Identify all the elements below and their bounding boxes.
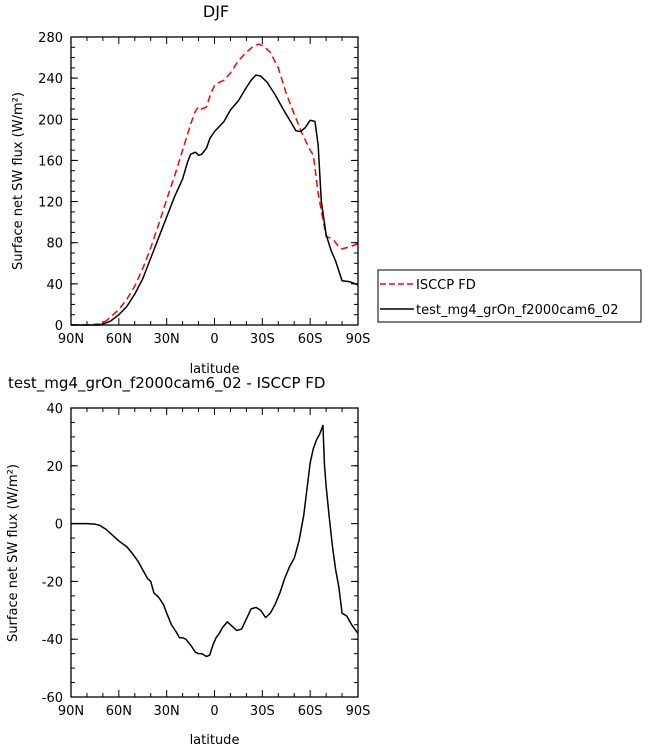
y-tick-label: 20: [46, 460, 63, 475]
series-line-1-0: [71, 424, 359, 658]
y-tick-label: 240: [38, 72, 63, 87]
bottom-plot-frame: [70, 407, 359, 698]
y-tick-label: 40: [46, 402, 63, 417]
y-tick-label: 280: [38, 31, 63, 46]
y-tick-label: 0: [55, 518, 63, 533]
x-tick-label: 60N: [106, 704, 132, 719]
y-tick-label: 120: [38, 196, 63, 211]
legend: ISCCP FD test_mg4_grOn_f2000cam6_02: [377, 269, 642, 323]
legend-label-isccp: ISCCP FD: [416, 278, 476, 293]
y-tick-label: 40: [46, 278, 63, 293]
bottom-chart-title: test_mg4_grOn_f2000cam6_02 - ISCCP FD: [8, 374, 325, 393]
x-tick-label: 0: [210, 704, 218, 719]
x-tick-label: 60S: [298, 704, 323, 719]
bottom-x-axis-label: latitude: [190, 733, 240, 748]
x-tick-label: 90N: [58, 332, 84, 347]
top-y-axis-label: Surface net SW flux (W/m²): [11, 92, 26, 270]
y-tick-label: 80: [46, 237, 63, 252]
x-tick-label: 60N: [106, 332, 132, 347]
x-tick-label: 90S: [346, 332, 371, 347]
top-plot-frame: [70, 36, 359, 326]
y-tick-label: 200: [38, 113, 63, 128]
y-tick-label: -20: [42, 575, 63, 590]
top-chart-title: DJF: [203, 2, 229, 21]
x-tick-label: 90S: [346, 704, 371, 719]
x-tick-label: 0: [210, 332, 218, 347]
y-tick-label: 0: [55, 319, 63, 334]
top-x-axis-label: latitude: [190, 362, 240, 377]
y-tick-label: 160: [38, 154, 63, 169]
top-chart: DJF 90N 60N 30N 0 30S 60S 90S 0 40 80 120 160 200 240…: [11, 2, 370, 377]
legend-label-test: test_mg4_grOn_f2000cam6_02: [416, 303, 618, 318]
y-tick-label: -60: [42, 691, 63, 706]
bottom-y-axis-label: Surface net SW flux (W/m²): [6, 464, 21, 642]
x-tick-label: 60S: [298, 332, 323, 347]
series-line-0-0: [71, 43, 359, 326]
legend-box: [377, 269, 642, 323]
x-tick-label: 30S: [250, 704, 275, 719]
x-tick-label: 30S: [250, 332, 275, 347]
x-tick-label: 90N: [58, 704, 84, 719]
x-tick-label: 30N: [154, 332, 180, 347]
y-tick-label: -40: [42, 633, 63, 648]
series-line-0-1: [71, 74, 359, 326]
bottom-chart: test_mg4_grOn_f2000cam6_02 - ISCCP FD 90…: [6, 374, 370, 748]
x-tick-label: 30N: [154, 704, 180, 719]
